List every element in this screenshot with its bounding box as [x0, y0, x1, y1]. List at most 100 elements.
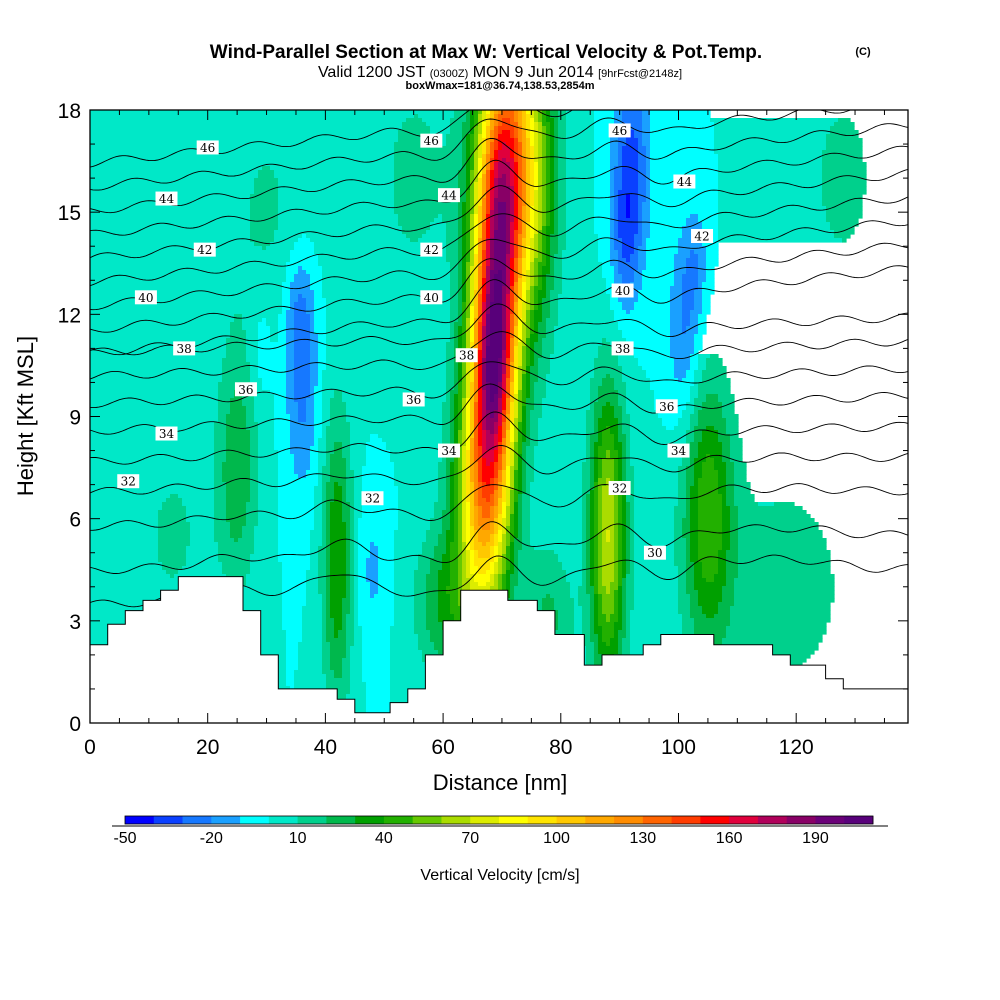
w-cell [538, 126, 543, 131]
w-cell [546, 250, 551, 255]
w-cell [550, 370, 595, 375]
w-cell [678, 250, 691, 255]
w-cell [678, 502, 687, 507]
w-cell [650, 214, 691, 219]
w-cell [354, 494, 363, 499]
w-cell [486, 266, 491, 271]
w-cell [462, 294, 467, 299]
w-cell [470, 194, 475, 199]
w-cell [502, 130, 511, 135]
w-cell [522, 350, 527, 355]
w-cell [482, 186, 487, 191]
w-cell [346, 462, 351, 467]
w-cell [650, 122, 715, 127]
w-cell [474, 306, 479, 311]
w-cell [714, 142, 827, 147]
w-cell [314, 506, 323, 511]
w-cell [638, 170, 647, 175]
w-cell [518, 110, 523, 115]
w-cell [674, 370, 687, 375]
w-cell [474, 186, 479, 191]
w-cell [482, 298, 487, 303]
w-cell [626, 530, 631, 535]
w-cell [630, 258, 639, 263]
w-cell [674, 542, 687, 547]
w-cell [286, 406, 299, 411]
w-cell [326, 462, 331, 467]
w-cell [722, 454, 731, 459]
w-cell [326, 522, 331, 527]
w-cell [490, 126, 495, 131]
w-cell [526, 410, 531, 415]
w-cell [618, 462, 623, 467]
w-cell [322, 518, 327, 523]
w-cell [534, 110, 539, 115]
w-cell [522, 482, 527, 487]
w-cell [482, 246, 487, 251]
w-cell [530, 494, 583, 499]
w-cell [522, 310, 527, 315]
w-cell [446, 534, 455, 539]
w-cell [618, 194, 627, 199]
w-cell [258, 462, 279, 467]
w-cell [314, 418, 323, 423]
w-cell [258, 466, 279, 471]
w-cell [602, 566, 615, 571]
w-cell [498, 374, 503, 379]
w-cell [538, 366, 551, 371]
w-cell [466, 486, 471, 491]
w-cell [318, 258, 447, 263]
w-cell [610, 210, 615, 215]
w-cell [398, 490, 439, 495]
w-cell [554, 258, 563, 263]
w-cell [626, 202, 631, 207]
w-cell [726, 566, 739, 571]
w-cell [646, 162, 651, 167]
w-cell [562, 286, 607, 291]
w-cell [614, 438, 619, 443]
w-cell [510, 174, 515, 179]
w-cell [626, 566, 631, 571]
w-cell [526, 258, 531, 263]
w-cell [466, 206, 471, 211]
w-cell [442, 518, 451, 523]
w-cell [662, 418, 679, 423]
w-cell [506, 314, 511, 319]
w-cell [706, 266, 715, 271]
w-cell [498, 270, 503, 275]
w-cell [534, 262, 539, 267]
w-cell [550, 246, 559, 251]
w-cell [538, 238, 543, 243]
w-cell [394, 182, 459, 187]
w-cell [682, 462, 691, 467]
w-cell [498, 126, 515, 131]
w-cell [450, 466, 455, 471]
w-cell [486, 230, 491, 235]
w-cell [682, 294, 695, 299]
w-cell [286, 262, 319, 267]
w-cell [506, 366, 511, 371]
w-cell [594, 518, 599, 523]
w-cell [694, 370, 703, 375]
w-cell [506, 362, 511, 367]
w-cell [634, 562, 675, 567]
w-cell [450, 462, 455, 467]
w-cell [522, 166, 527, 171]
w-cell [526, 362, 531, 367]
w-cell [462, 318, 467, 323]
w-cell [490, 510, 495, 515]
w-cell [474, 170, 479, 175]
w-cell [514, 526, 519, 531]
w-cell [518, 250, 523, 255]
w-cell [526, 454, 535, 459]
w-cell [622, 510, 627, 515]
w-cell [482, 378, 487, 383]
w-cell [614, 238, 623, 243]
w-cell [350, 566, 355, 571]
w-cell [522, 354, 527, 359]
w-cell [490, 118, 495, 123]
w-cell [530, 310, 535, 315]
w-cell [694, 382, 699, 387]
w-cell [550, 210, 555, 215]
w-cell [722, 542, 731, 547]
